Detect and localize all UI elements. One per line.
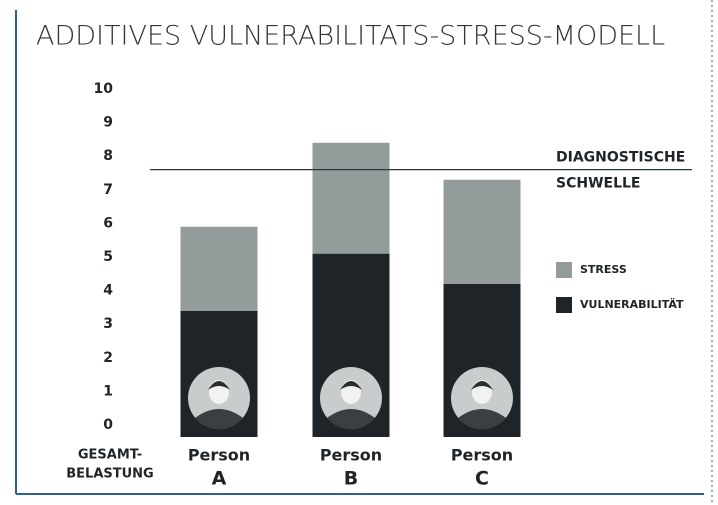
bar-segment (443, 179, 521, 284)
x-tick-label: B (344, 468, 358, 490)
legend-swatch (556, 297, 572, 313)
person-icon (451, 367, 513, 430)
y-tick-label: 6 (103, 215, 113, 231)
icon-body (195, 409, 243, 430)
x-axis-label: BELASTUNG (66, 467, 153, 482)
y-tick-label: 2 (103, 350, 113, 366)
y-tick-label: 5 (103, 249, 113, 265)
y-tick-label: 3 (103, 316, 113, 332)
y-tick-label: 10 (94, 81, 114, 97)
x-axis-label: GESAMT- (78, 448, 142, 463)
legend-swatch (556, 262, 572, 278)
legend-label: VULNERABILITÄT (580, 297, 684, 311)
chart-title: ADDITIVES VULNERABILITATS-STRESS-MODELL (36, 21, 665, 52)
icon-body (327, 409, 375, 430)
y-tick-label: 0 (103, 417, 113, 433)
bar-segment (180, 226, 258, 311)
y-tick-label: 9 (103, 115, 113, 131)
icon-hair (340, 381, 362, 390)
x-tick-label: Person (188, 446, 250, 465)
icon-hair (208, 381, 230, 390)
x-tick-label: Person (451, 446, 513, 465)
icon-body (458, 409, 506, 430)
y-tick-label: 8 (103, 148, 113, 164)
legend-label: STRESS (580, 263, 627, 276)
y-tick-label: 7 (103, 182, 113, 198)
x-tick-label: C (475, 468, 489, 490)
y-tick-label: 1 (103, 383, 113, 399)
threshold-label: DIAGNOSTISCHE (556, 150, 685, 166)
person-icon (188, 367, 250, 430)
bar-segment (312, 142, 390, 254)
person-icon (320, 367, 382, 430)
x-tick-label: A (212, 468, 227, 490)
icon-hair (471, 381, 493, 390)
threshold-label: SCHWELLE (556, 176, 641, 192)
x-tick-label: Person (320, 446, 382, 465)
y-tick-label: 4 (103, 283, 113, 299)
